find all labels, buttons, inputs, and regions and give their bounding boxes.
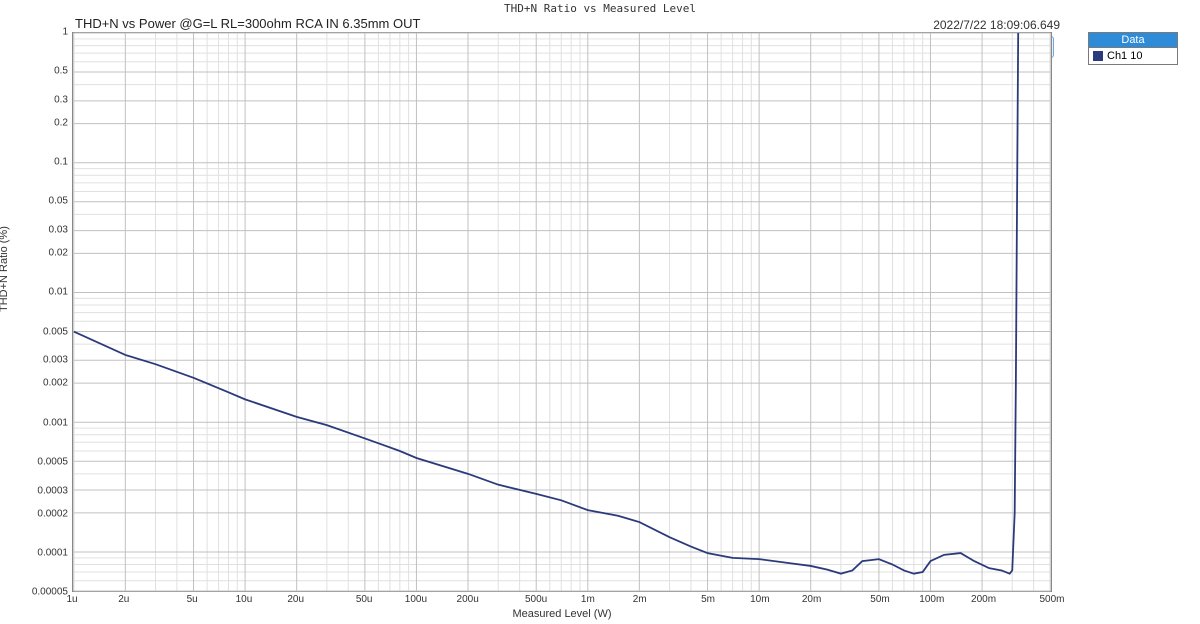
legend-header: Data — [1089, 33, 1177, 48]
x-tick-label: 50u — [356, 594, 373, 605]
plot-area — [72, 32, 1052, 592]
y-tick-label: 0.00005 — [8, 587, 68, 598]
plot-svg — [73, 33, 1051, 591]
x-tick-label: 2u — [118, 594, 129, 605]
x-tick-label: 100m — [919, 594, 944, 605]
x-tick-label: 20u — [287, 594, 304, 605]
y-tick-label: 0.005 — [8, 326, 68, 337]
x-tick-label: 10u — [236, 594, 253, 605]
y-tick-label: 0.02 — [8, 248, 68, 259]
legend-item-label: Ch1 10 — [1107, 50, 1142, 62]
y-tick-label: 0.002 — [8, 378, 68, 389]
series-line — [74, 33, 1018, 574]
legend: Data Ch1 10 — [1088, 32, 1178, 65]
x-tick-label: 200m — [971, 594, 996, 605]
x-tick-label: 500m — [1039, 594, 1064, 605]
y-tick-label: 0.1 — [8, 157, 68, 168]
y-tick-label: 0.03 — [8, 225, 68, 236]
x-tick-label: 20m — [802, 594, 821, 605]
y-tick-label: 0.05 — [8, 196, 68, 207]
chart-timestamp: 2022/7/22 18:09:06.649 — [933, 18, 1060, 32]
y-tick-label: 0.5 — [8, 66, 68, 77]
x-tick-label: 5m — [701, 594, 715, 605]
x-tick-label: 5u — [187, 594, 198, 605]
x-tick-label: 50m — [870, 594, 889, 605]
y-tick-label: 0.0003 — [8, 485, 68, 496]
x-axis-label: Measured Level (W) — [72, 608, 1052, 620]
legend-swatch — [1093, 51, 1103, 61]
y-tick-label: 0.3 — [8, 95, 68, 106]
y-tick-label: 0.001 — [8, 417, 68, 428]
y-tick-label: 0.0005 — [8, 456, 68, 467]
y-axis-label: THD+N Ratio (%) — [0, 226, 10, 312]
x-tick-label: 100u — [405, 594, 427, 605]
legend-item: Ch1 10 — [1089, 48, 1177, 64]
x-tick-label: 1m — [581, 594, 595, 605]
y-tick-label: 0.2 — [8, 118, 68, 129]
chart-top-title: THD+N Ratio vs Measured Level — [0, 2, 1200, 15]
y-tick-label: 0.0001 — [8, 547, 68, 558]
x-tick-label: 1u — [66, 594, 77, 605]
x-tick-label: 500u — [525, 594, 547, 605]
x-tick-label: 200u — [457, 594, 479, 605]
y-tick-label: 0.0002 — [8, 508, 68, 519]
x-tick-label: 2m — [633, 594, 647, 605]
y-tick-label: 0.01 — [8, 287, 68, 298]
chart-subtitle: THD+N vs Power @G=L RL=300ohm RCA IN 6.3… — [75, 16, 420, 31]
y-tick-label: 1 — [8, 27, 68, 38]
y-tick-label: 0.003 — [8, 355, 68, 366]
x-tick-label: 10m — [750, 594, 769, 605]
